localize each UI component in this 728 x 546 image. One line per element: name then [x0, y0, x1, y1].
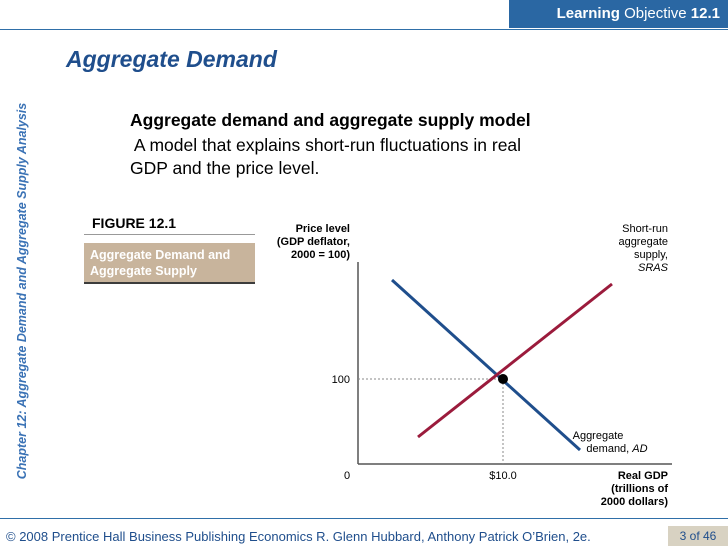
page-number: 3 of 46 [668, 526, 728, 546]
figure-caption-line-1: Aggregate Demand and [90, 248, 231, 262]
x-axis-label-line-3: 2000 dollars) [601, 496, 669, 508]
figure-caption-box: Aggregate Demand and Aggregate Supply [84, 243, 255, 284]
short-run-aggregate-supply-curve [417, 282, 613, 439]
objective-label: Objective [624, 5, 687, 22]
learning-objective-badge: Learning Objective 12.1 [509, 0, 728, 28]
figure-label: FIGURE 12.1 [92, 215, 177, 231]
learning-label: Learning [556, 5, 620, 22]
x-axis-label-line-2: (trillions of [611, 483, 668, 495]
price-tick-label: 100 [332, 374, 350, 386]
figure-caption-line-2: Aggregate Supply [90, 264, 197, 278]
origin-label: 0 [344, 470, 350, 482]
figure-divider [84, 234, 255, 235]
slide-title: Aggregate Demand [66, 46, 277, 72]
ad-label-text: demand, [586, 443, 632, 455]
sras-label-line-4: SRAS [638, 262, 669, 274]
footer-copyright: © 2008 Prentice Hall Business Publishing… [6, 529, 591, 544]
footer-rule [0, 518, 728, 519]
y-axis-label-line-3: 2000 = 100) [291, 249, 350, 261]
definition-term: Aggregate demand and aggregate supply mo… [130, 110, 531, 130]
sras-label-line-1: Short-run [622, 223, 668, 235]
aggregate-demand-curve [390, 278, 582, 452]
sras-label-line-3: supply, [634, 249, 668, 261]
header-rule [0, 29, 728, 30]
gdp-tick-label: $10.0 [489, 470, 517, 482]
ad-label-line-1: Aggregate [573, 430, 624, 442]
ad-label-line-2: demand, AD [586, 443, 647, 455]
definition-line-2: GDP and the price level. [130, 158, 320, 178]
x-axis-label-line-1: Real GDP [618, 470, 668, 482]
definition-line-1: A model that explains short-run fluctuat… [130, 135, 522, 155]
y-axis-label-line-1: Price level [296, 223, 350, 235]
y-axis-label-line-2: (GDP deflator, [277, 236, 350, 248]
objective-number: 12.1 [690, 5, 720, 22]
ad-label-symbol: AD [631, 443, 647, 455]
definition-text: A model that explains short-run fluctuat… [130, 134, 600, 180]
equilibrium-point [498, 374, 508, 384]
sras-label-line-2: aggregate [618, 236, 668, 248]
